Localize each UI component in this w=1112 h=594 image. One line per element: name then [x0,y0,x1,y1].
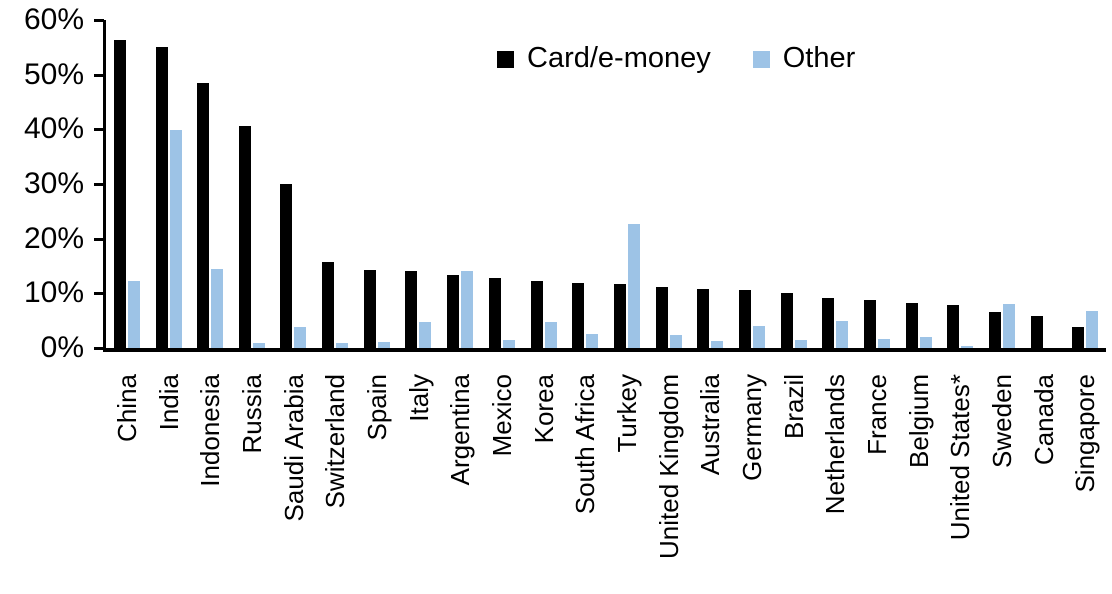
legend: Card/e-money Other [497,44,855,73]
y-axis-tick-label: 10% [23,276,84,310]
x-axis-label-text: Korea [529,374,559,444]
bar-other [920,337,932,348]
x-axis-label-text: United Kingdom [654,374,684,559]
bar-card-e-money [572,283,584,348]
y-axis-tick [94,73,104,77]
bar-other [670,335,682,348]
x-axis-label-text: Russia [237,374,267,454]
x-axis-label-text: Brazil [779,374,809,440]
x-axis-label-text: Italy [404,374,434,422]
x-axis-label-text: Canada [1029,374,1059,466]
x-axis-label-text: Switzerland [320,374,350,509]
bar-other [711,341,723,348]
y-axis-tick-label: 0% [40,331,84,364]
x-axis-label-text: China [112,374,142,442]
x-axis-label-text: Indonesia [195,374,225,487]
y-axis-tick-label: 60% [23,3,84,36]
y-axis-line [103,20,106,352]
bar-other [128,281,140,348]
x-axis-label-text: South Africa [570,374,600,515]
x-axis-label-text: Turkey [612,374,642,453]
bar-card-e-money [1072,327,1084,348]
bar-card-e-money [322,262,334,348]
legend-item-card-e-money: Card/e-money [497,44,711,73]
y-axis-tick-label: 50% [23,57,84,91]
x-axis-label-text: Mexico [487,374,517,457]
bar-card-e-money [906,303,918,348]
bar-card-e-money [197,83,209,348]
bar-other [336,343,348,348]
bar-card-e-money [489,278,501,348]
y-axis-tick [94,292,104,296]
bar-card-e-money [864,300,876,348]
y-axis-tick-label: 20% [23,221,84,255]
bar-other [419,322,431,348]
x-axis-label-text: Germany [737,374,767,481]
x-axis-label-text: Saudi Arabia [279,374,309,522]
bar-other [378,342,390,348]
bar-card-e-money [239,126,251,348]
bar-other [545,322,557,348]
y-axis-tick-label: 30% [23,167,84,200]
bar-card-e-money [1031,316,1043,348]
bar-card-e-money [739,290,751,348]
bar-other [586,334,598,348]
x-axis-line [103,348,1106,352]
x-axis-label-text: France [862,374,892,455]
legend-item-other: Other [752,42,856,74]
bar-other [628,224,640,348]
x-axis-label-text: Singapore [1070,374,1100,493]
bar-other [961,346,973,348]
bar-card-e-money [989,312,1001,348]
bar-card-e-money [781,293,793,348]
bar-other [170,130,182,348]
x-axis-label-text: Belgium [904,374,934,468]
bar-card-e-money [822,298,834,348]
bar-card-e-money [447,275,459,348]
bar-card-e-money [947,305,959,348]
x-axis-label-text: Spain [362,374,392,441]
legend-swatch-other-icon [752,51,770,68]
bar-card-e-money [156,47,168,348]
bar-other [1086,311,1098,348]
legend-label-card-e-money: Card/e-money [527,42,711,74]
y-axis-tick-label: 40% [23,112,84,146]
bar-card-e-money [697,289,709,348]
bar-card-e-money [614,284,626,348]
bar-other [1003,304,1015,348]
legend-label-other: Other [782,42,856,74]
bar-other [836,321,848,348]
bar-card-e-money [656,287,668,348]
y-axis-tick [94,347,104,350]
y-axis-tick [94,237,104,241]
y-axis-tick [94,183,104,186]
bar-other [878,339,890,348]
bar-card-e-money [405,271,417,348]
x-axis-label-text: Netherlands [820,374,850,515]
bar-other [503,340,515,348]
y-axis-tick [94,128,104,132]
legend-swatch-card-e-money-icon [497,51,514,68]
bar-card-e-money [114,40,126,348]
x-axis-label-text: Argentina [445,374,475,486]
bar-card-e-money [280,184,292,348]
bar-other [795,340,807,348]
x-axis-label-text: India [154,374,184,431]
bar-other [253,343,265,348]
x-axis-label-text: United States* [945,374,975,541]
bar-other [753,326,765,348]
y-axis-tick [94,19,104,22]
x-axis-label-text: Australia [695,374,725,476]
x-axis-label-text: Sweden [987,374,1017,468]
bar-card-e-money [364,270,376,348]
bar-other [294,327,306,348]
bar-card-e-money [531,281,543,348]
bar-other [211,269,223,348]
bar-other [461,271,473,348]
